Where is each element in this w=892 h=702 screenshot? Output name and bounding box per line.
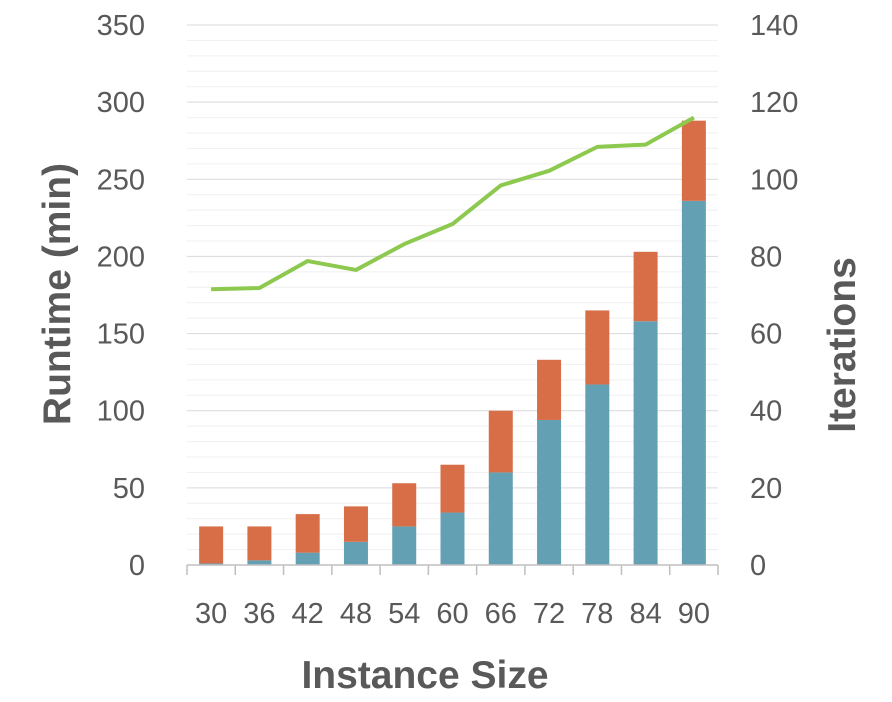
y2-tick-label: 0 <box>750 550 766 582</box>
bar-segment-2-30 <box>199 526 224 564</box>
y-tick-label: 350 <box>97 10 145 42</box>
bar-segment-1-72 <box>537 419 562 565</box>
bar-segment-2-42 <box>295 514 320 553</box>
y-tick-label: 150 <box>97 319 145 351</box>
y2-tick-label: 40 <box>750 396 782 428</box>
iterations-line <box>211 115 695 292</box>
bar-segment-2-66 <box>488 410 513 473</box>
bar-segment-2-54 <box>392 483 417 527</box>
y-tick-label: 250 <box>97 164 145 196</box>
y-tick-label: 50 <box>113 473 145 505</box>
x-tick-label: 60 <box>436 598 468 630</box>
y2-tick-label: 120 <box>750 87 798 119</box>
bar-segment-2-78 <box>585 310 610 385</box>
bar-segment-1-36 <box>247 560 272 565</box>
y-tick-label: 200 <box>97 241 145 273</box>
y-tick-label: 300 <box>97 87 145 119</box>
x-tick-label: 30 <box>195 598 227 630</box>
bar-segment-2-84 <box>633 251 658 322</box>
x-tick-label: 42 <box>292 598 324 630</box>
y-axis-left-ticks: 0 50 100 150 200 250 300 350 <box>97 10 145 582</box>
bar-segment-2-72 <box>537 359 562 420</box>
bar-segment-1-84 <box>633 321 658 565</box>
y2-tick-label: 60 <box>750 319 782 351</box>
x-tick-label: 36 <box>243 598 275 630</box>
iterations-line-group <box>211 115 695 292</box>
bar-segment-1-66 <box>488 472 513 565</box>
x-tick-label: 66 <box>485 598 517 630</box>
y-tick-label: 0 <box>129 550 145 582</box>
y-axis-left-title: Runtime (min) <box>36 163 79 425</box>
y2-tick-label: 140 <box>750 10 798 42</box>
bars <box>199 120 706 565</box>
y-axis-right-ticks: 0 20 40 60 80 100 120 140 <box>750 10 798 582</box>
bar-segment-2-48 <box>343 506 368 542</box>
bar-segment-2-60 <box>440 464 465 513</box>
x-tick-label: 54 <box>388 598 420 630</box>
y2-tick-label: 80 <box>750 241 782 273</box>
bar-segment-2-36 <box>247 526 272 561</box>
x-axis-title: Instance Size <box>301 654 548 697</box>
x-tick-label: 72 <box>533 598 565 630</box>
x-tick-label: 48 <box>340 598 372 630</box>
bar-segment-1-48 <box>343 541 368 565</box>
x-axis: 30 36 42 48 54 60 66 72 78 84 90 <box>186 564 719 630</box>
y2-tick-label: 20 <box>750 473 782 505</box>
x-tick-label: 84 <box>629 598 661 630</box>
bar-segment-2-90 <box>681 120 706 201</box>
y-axis-right-title: Iterations <box>821 257 864 433</box>
bar-segment-1-90 <box>681 200 706 565</box>
x-tick-label: 78 <box>581 598 613 630</box>
bar-segment-1-60 <box>440 512 465 565</box>
bar-segment-1-78 <box>585 384 610 565</box>
y-tick-label: 100 <box>97 396 145 428</box>
bar-segment-1-42 <box>295 552 320 565</box>
bar-segment-1-30 <box>199 563 224 565</box>
bar-segment-1-54 <box>392 526 417 565</box>
x-tick-label: 90 <box>678 598 710 630</box>
gridlines <box>187 24 718 551</box>
y2-tick-label: 100 <box>750 164 798 196</box>
